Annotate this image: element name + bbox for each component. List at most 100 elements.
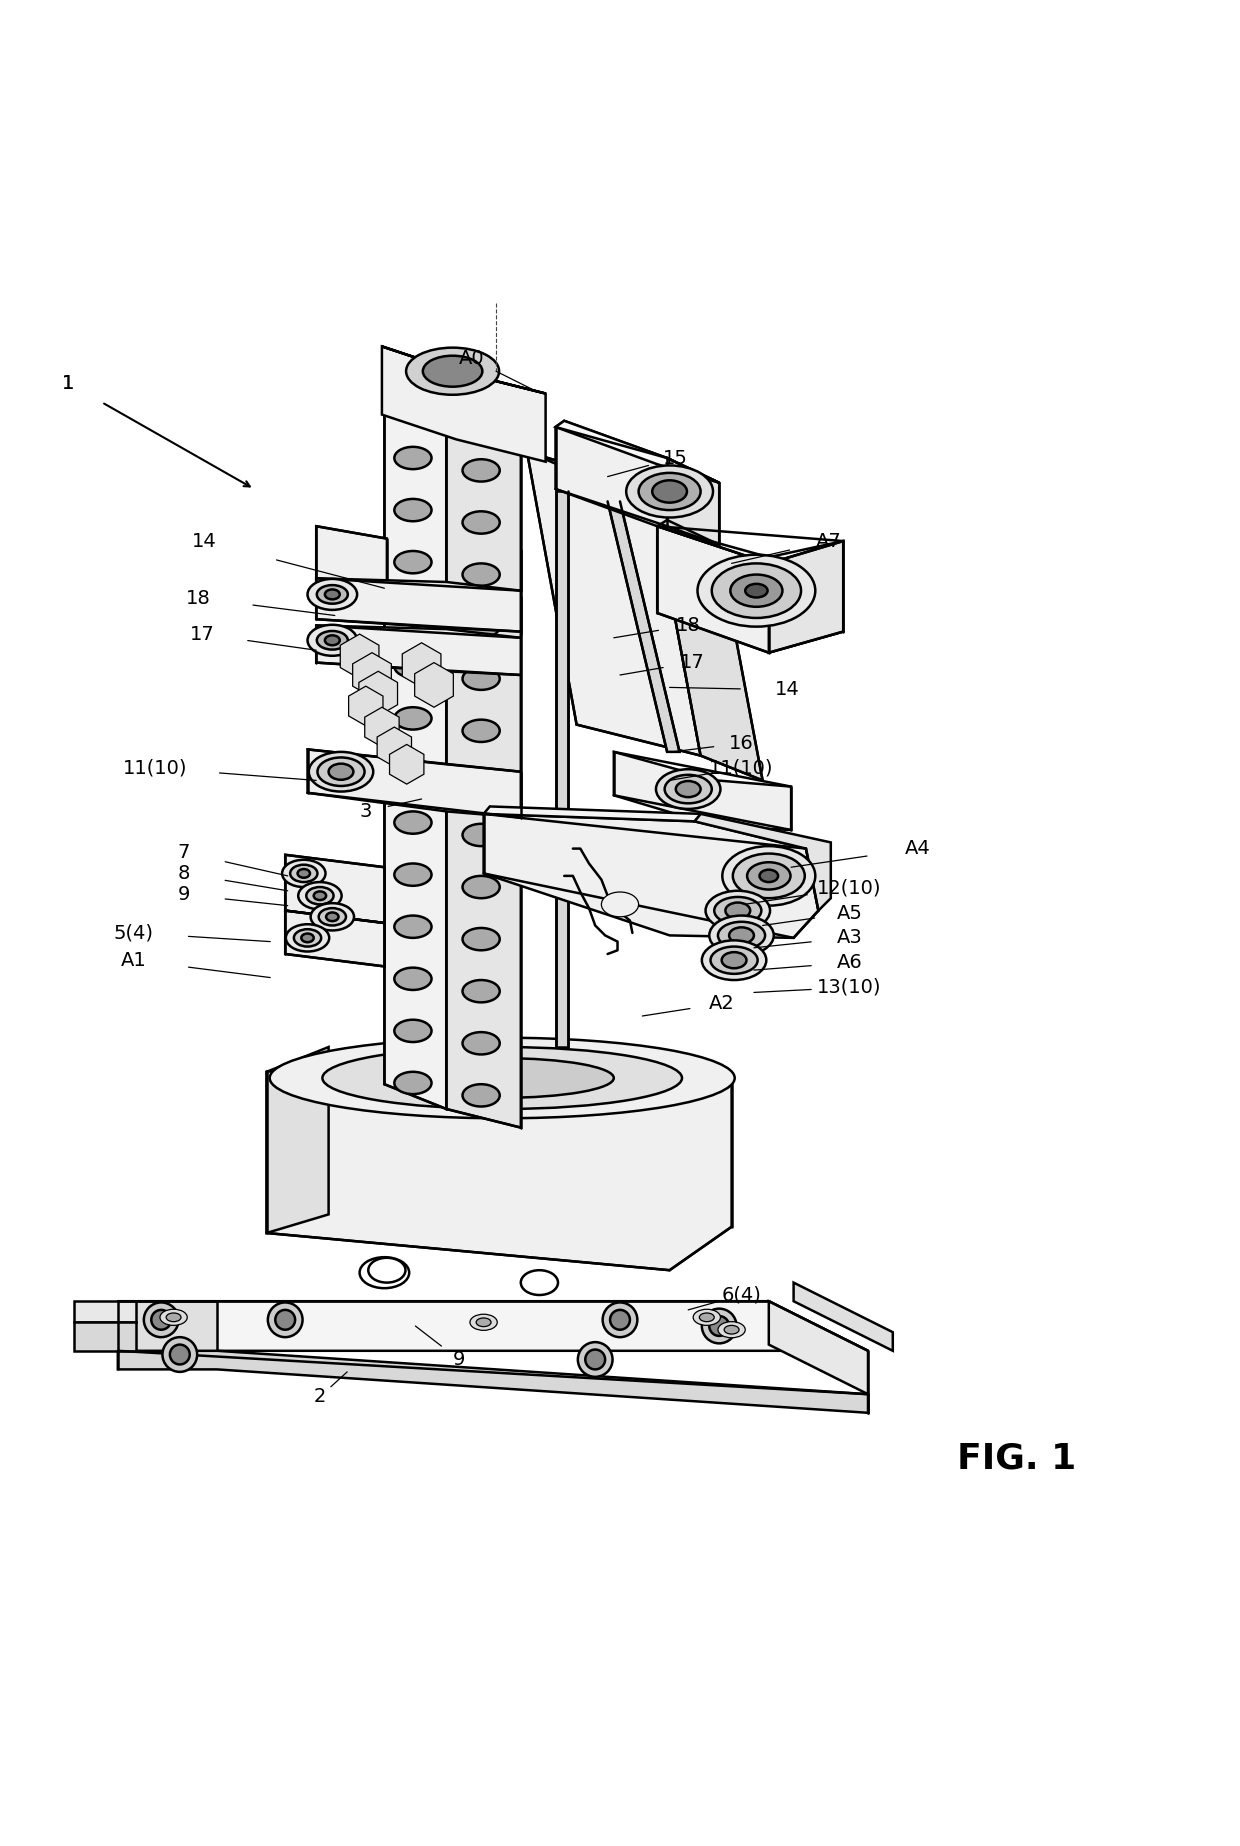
Ellipse shape	[463, 823, 500, 845]
Ellipse shape	[676, 781, 701, 797]
Polygon shape	[556, 491, 568, 1047]
Polygon shape	[382, 347, 546, 393]
Ellipse shape	[463, 980, 500, 1002]
Text: 15: 15	[663, 449, 688, 467]
Ellipse shape	[423, 356, 482, 386]
Polygon shape	[389, 744, 424, 785]
Ellipse shape	[463, 720, 500, 742]
Polygon shape	[484, 814, 818, 938]
Circle shape	[275, 1311, 295, 1329]
Text: 14: 14	[192, 532, 217, 550]
Ellipse shape	[665, 775, 712, 803]
Ellipse shape	[309, 751, 373, 792]
Polygon shape	[657, 526, 843, 563]
Ellipse shape	[314, 892, 326, 901]
Ellipse shape	[463, 668, 500, 690]
Ellipse shape	[329, 764, 353, 779]
Ellipse shape	[463, 772, 500, 794]
Ellipse shape	[463, 460, 500, 482]
Ellipse shape	[283, 860, 325, 888]
Ellipse shape	[463, 875, 500, 899]
Text: A2: A2	[709, 995, 734, 1013]
Polygon shape	[267, 1047, 329, 1233]
Ellipse shape	[394, 1073, 432, 1095]
Text: 7: 7	[177, 844, 190, 862]
Circle shape	[144, 1303, 179, 1337]
Text: 16: 16	[729, 733, 754, 753]
Text: 2: 2	[314, 1386, 326, 1407]
Ellipse shape	[394, 967, 432, 989]
Ellipse shape	[746, 862, 791, 890]
Ellipse shape	[294, 929, 321, 947]
Polygon shape	[694, 814, 831, 910]
Ellipse shape	[394, 447, 432, 469]
Ellipse shape	[368, 1257, 405, 1283]
Polygon shape	[384, 402, 446, 1109]
Ellipse shape	[722, 953, 746, 969]
Ellipse shape	[360, 1257, 409, 1289]
Ellipse shape	[317, 585, 347, 604]
Ellipse shape	[724, 1325, 739, 1335]
Polygon shape	[657, 526, 843, 653]
Text: 17: 17	[190, 624, 215, 644]
Ellipse shape	[722, 845, 816, 906]
Ellipse shape	[394, 864, 432, 886]
Polygon shape	[402, 642, 441, 687]
Circle shape	[709, 1316, 729, 1337]
Text: 13(10): 13(10)	[817, 978, 882, 997]
Circle shape	[268, 1303, 303, 1337]
Ellipse shape	[317, 631, 347, 650]
Polygon shape	[794, 1283, 893, 1351]
Ellipse shape	[394, 707, 432, 729]
Ellipse shape	[652, 480, 687, 502]
Text: A0: A0	[459, 349, 484, 369]
Ellipse shape	[325, 635, 340, 646]
Ellipse shape	[160, 1309, 187, 1325]
Ellipse shape	[394, 550, 432, 574]
Text: 1: 1	[62, 375, 74, 393]
Ellipse shape	[711, 947, 758, 975]
Text: 3: 3	[360, 801, 372, 821]
Polygon shape	[358, 672, 398, 716]
Ellipse shape	[326, 912, 339, 921]
Ellipse shape	[394, 604, 432, 626]
Ellipse shape	[718, 921, 765, 949]
Text: 18: 18	[186, 589, 211, 607]
Ellipse shape	[394, 916, 432, 938]
Ellipse shape	[308, 580, 357, 609]
Text: FIG. 1: FIG. 1	[957, 1442, 1076, 1475]
Polygon shape	[352, 653, 392, 698]
Polygon shape	[556, 421, 719, 484]
Text: 5(4): 5(4)	[114, 923, 154, 943]
Polygon shape	[267, 1041, 732, 1115]
Polygon shape	[348, 687, 383, 725]
Ellipse shape	[298, 869, 310, 877]
Polygon shape	[484, 807, 701, 821]
Polygon shape	[377, 727, 412, 766]
Polygon shape	[316, 626, 521, 676]
Ellipse shape	[729, 927, 754, 943]
Ellipse shape	[394, 812, 432, 834]
Text: A4: A4	[905, 840, 930, 858]
Ellipse shape	[463, 615, 500, 639]
Ellipse shape	[745, 583, 768, 598]
Ellipse shape	[476, 1318, 491, 1327]
Ellipse shape	[306, 888, 334, 905]
Ellipse shape	[656, 770, 720, 809]
Ellipse shape	[270, 1037, 734, 1119]
Polygon shape	[608, 502, 680, 751]
Polygon shape	[651, 489, 763, 781]
Text: 8: 8	[177, 864, 190, 882]
Text: 6(4): 6(4)	[722, 1285, 761, 1305]
Ellipse shape	[285, 925, 330, 951]
Circle shape	[610, 1311, 630, 1329]
Ellipse shape	[693, 1309, 720, 1325]
Ellipse shape	[463, 563, 500, 585]
Polygon shape	[667, 458, 719, 545]
Ellipse shape	[394, 655, 432, 677]
Polygon shape	[74, 1322, 136, 1351]
Polygon shape	[74, 1301, 136, 1322]
Polygon shape	[382, 347, 546, 462]
Ellipse shape	[325, 589, 340, 600]
Ellipse shape	[699, 1313, 714, 1322]
